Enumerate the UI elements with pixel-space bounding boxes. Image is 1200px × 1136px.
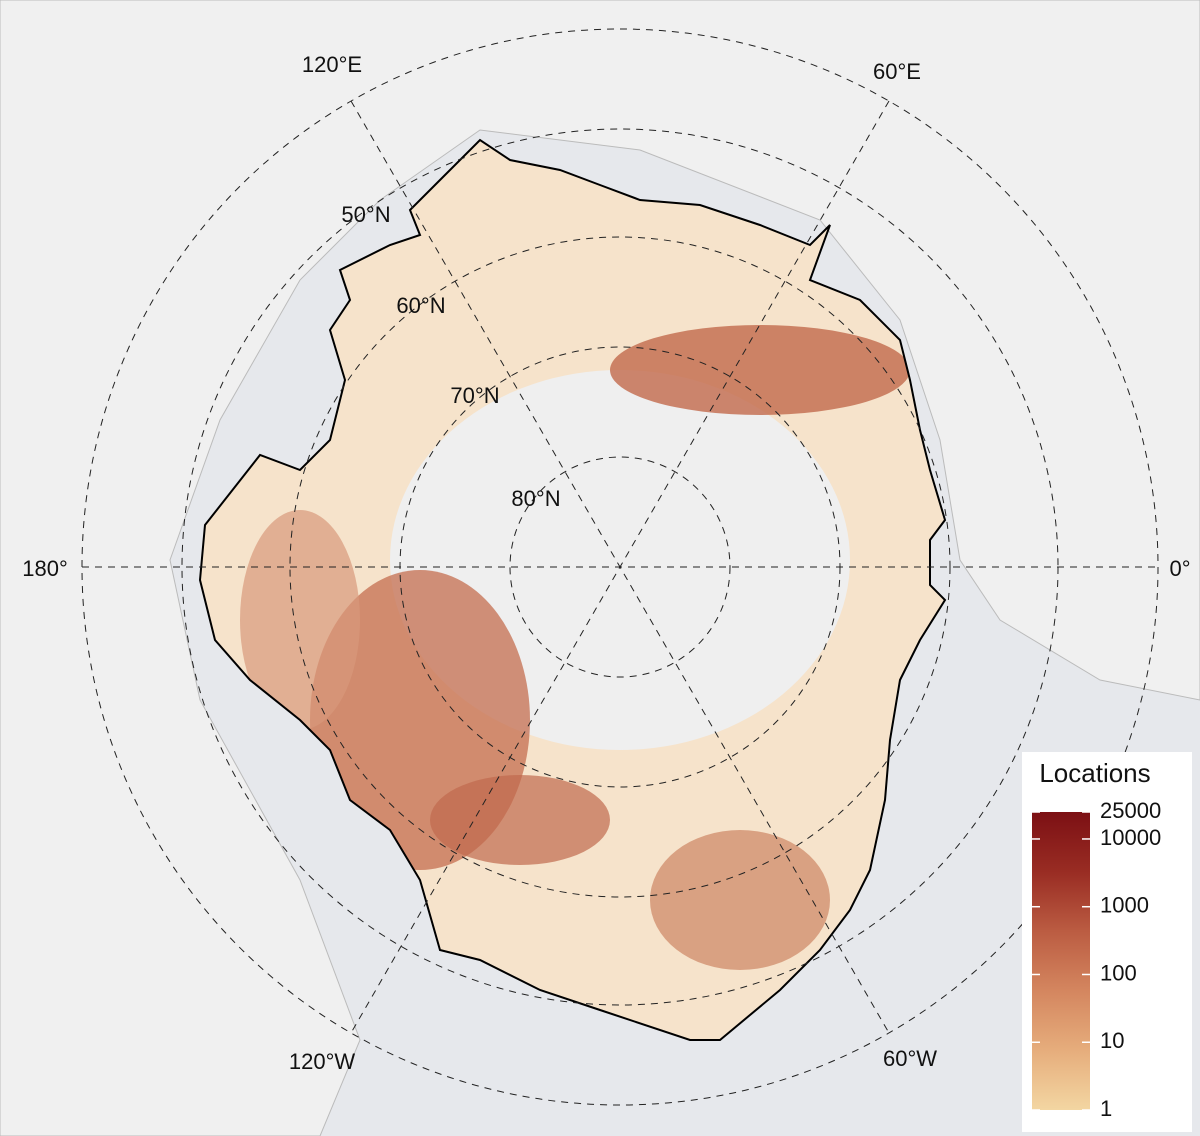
meridian [350, 100, 890, 1034]
colorbar [1032, 812, 1090, 1110]
density-mid [240, 510, 360, 730]
legend-tick-label: 10 [1100, 1028, 1124, 1053]
legend-tick-label: 100 [1100, 960, 1137, 985]
legend-tick-label: 1000 [1100, 893, 1149, 918]
lat-label: 50°N [341, 202, 390, 227]
lat-label: 80°N [511, 486, 560, 511]
graticule [81, 28, 1159, 1106]
lat-label: 60°N [396, 293, 445, 318]
legend-tick-label: 10000 [1100, 825, 1161, 850]
legend-title: Locations [1039, 758, 1150, 788]
lon-label: 0° [1169, 556, 1190, 581]
lon-label: 120°E [302, 52, 362, 77]
lon-label: 180° [22, 556, 68, 581]
lon-label: 60°E [873, 59, 921, 84]
legend-tick-label: 25000 [1100, 798, 1161, 823]
lat-label: 70°N [450, 383, 499, 408]
density-mid [650, 830, 830, 970]
lon-label: 120°W [289, 1049, 356, 1074]
density-high [430, 775, 610, 865]
parallel [289, 236, 951, 898]
legend-tick-label: 1 [1100, 1096, 1112, 1121]
density-high [610, 325, 910, 415]
lon-label: 60°W [883, 1046, 937, 1071]
study-area [200, 140, 945, 1040]
parallel [509, 456, 731, 678]
